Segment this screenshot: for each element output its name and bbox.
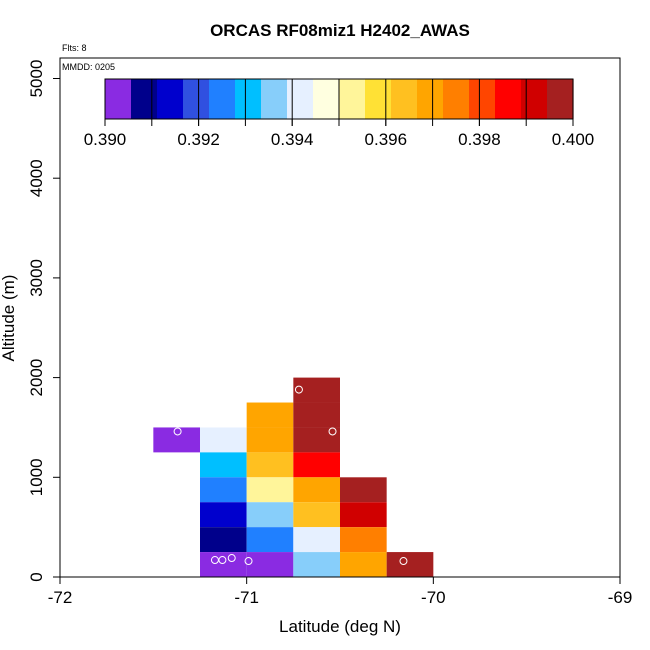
x-tick-label: -69 xyxy=(608,588,633,607)
heatmap-cell xyxy=(200,527,247,553)
sample-point xyxy=(399,557,408,566)
colorbar-segment xyxy=(469,79,496,119)
axes: -72 -71 -70 -69 0 1000 2000 3000 4000 5000 xyxy=(27,60,632,607)
colorbar-segment xyxy=(547,79,574,119)
colorbar-segment xyxy=(365,79,392,119)
colorbar-tick-label: 0.394 xyxy=(271,130,314,149)
colorbar-segment xyxy=(417,79,444,119)
heatmap-cell xyxy=(293,427,340,453)
x-axis-label: Latitude (deg N) xyxy=(279,617,401,636)
colorbar-frame xyxy=(104,78,574,120)
sample-point xyxy=(328,427,337,436)
heatmap-cell xyxy=(293,452,340,478)
colorbar-segment xyxy=(105,79,132,119)
heatmap-cell xyxy=(246,477,294,503)
heatmap-cell xyxy=(386,552,434,577)
heatmap-cell xyxy=(200,427,247,453)
colorbar-segment xyxy=(183,79,210,119)
x-tick-label: -72 xyxy=(48,588,73,607)
sample-point xyxy=(244,557,253,566)
plot-frame xyxy=(59,57,621,578)
heatmap-cell xyxy=(200,452,247,478)
colorbar-segment xyxy=(235,79,262,119)
y-axis-label: Altitude (m) xyxy=(0,275,18,362)
colorbar-tick-label: 0.398 xyxy=(458,130,501,149)
y-tick-label: 5000 xyxy=(27,60,46,98)
heatmap-cell xyxy=(246,427,294,453)
colorbar-segment xyxy=(339,79,366,119)
heatmap-cell xyxy=(200,552,247,577)
y-tick-label: 0 xyxy=(27,572,46,581)
heatmap-cell xyxy=(293,477,340,503)
heatmap-cell xyxy=(293,527,340,553)
heatmap-cell xyxy=(200,477,247,503)
colorbar-segment xyxy=(261,79,288,119)
colorbar-segment xyxy=(287,79,314,119)
x-tick-label: -71 xyxy=(234,588,259,607)
heatmap-cell xyxy=(293,502,340,528)
sample-point xyxy=(227,554,236,563)
colorbar-segment xyxy=(443,79,470,119)
y-tick-label: 2000 xyxy=(27,359,46,397)
sample-points xyxy=(173,385,408,566)
sample-point xyxy=(173,427,182,436)
heatmap-cell xyxy=(246,552,294,577)
colorbar-segment xyxy=(157,79,184,119)
colorbar-segment xyxy=(209,79,236,119)
colorbar-segment xyxy=(313,79,340,119)
colorbar-tick-label: 0.396 xyxy=(365,130,408,149)
heatmap-cell xyxy=(246,502,294,528)
y-tick-label: 4000 xyxy=(27,159,46,197)
colorbar-tick-label: 0.390 xyxy=(84,130,127,149)
x-tick-label: -70 xyxy=(421,588,446,607)
sample-point xyxy=(294,385,303,394)
colorbar-segment xyxy=(521,79,548,119)
sample-point xyxy=(218,556,227,565)
heatmap-cell xyxy=(200,502,247,528)
heatmap-cell xyxy=(340,527,387,553)
colorbar-tick-label: 0.400 xyxy=(552,130,595,149)
colorbar-segment xyxy=(391,79,418,119)
heatmap-cell xyxy=(153,427,200,453)
chart-title: ORCAS RF08miz1 H2402_AWAS xyxy=(210,21,470,40)
heatmap-cell xyxy=(246,402,294,428)
heatmap-cell xyxy=(246,452,294,478)
flights-annotation: Flts: 8 xyxy=(62,43,87,53)
colorbar-segment xyxy=(131,79,158,119)
heatmap-cell xyxy=(246,527,294,553)
colorbar: 0.390 0.392 0.394 0.396 0.398 0.400 xyxy=(84,78,595,149)
y-tick-label: 1000 xyxy=(27,458,46,496)
heatmap-cell xyxy=(293,377,340,403)
heatmap-cell xyxy=(293,402,340,428)
heatmap-cell xyxy=(340,552,387,577)
heatmap-cells xyxy=(153,377,434,577)
heatmap-cell xyxy=(340,502,387,528)
y-tick-label: 3000 xyxy=(27,259,46,297)
colorbar-tick-label: 0.392 xyxy=(177,130,220,149)
heatmap-cell xyxy=(340,477,387,503)
heatmap-cell xyxy=(293,552,340,577)
colorbar-segment xyxy=(495,79,522,119)
date-annotation: MMDD: 0205 xyxy=(62,62,115,72)
